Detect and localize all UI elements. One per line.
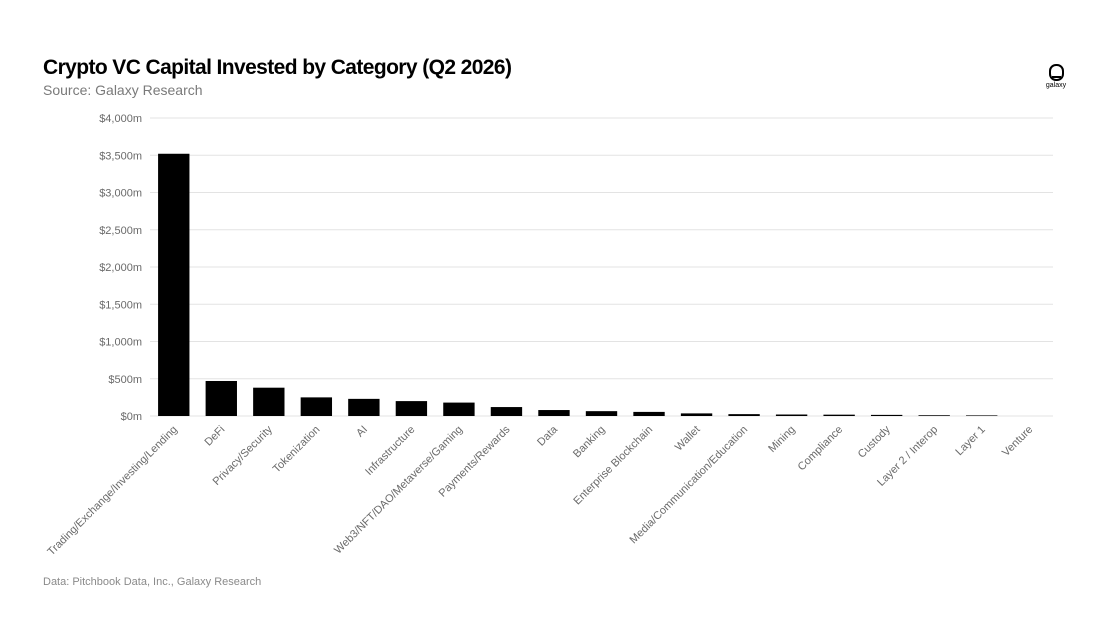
- x-tick-label: AI: [354, 424, 370, 440]
- x-tick-label: Banking: [571, 424, 608, 461]
- x-tick-label: Custody: [856, 423, 893, 460]
- bar: [680, 413, 713, 416]
- y-tick-label: $3,000m: [99, 188, 142, 200]
- bar: [966, 415, 998, 416]
- x-tick-label: Data: [535, 423, 561, 449]
- bar: [443, 402, 475, 416]
- y-tick-label: $4,000m: [99, 113, 142, 125]
- bar: [253, 387, 285, 416]
- x-tick-label: Wallet: [673, 424, 703, 454]
- x-tick-label: Layer 1: [953, 424, 987, 458]
- bar: [158, 153, 190, 416]
- y-tick-label: $3,500m: [99, 150, 142, 162]
- y-tick-label: $1,000m: [99, 337, 142, 349]
- y-tick-label: $500m: [108, 374, 142, 386]
- bar: [300, 397, 333, 416]
- data-source-note: Data: Pitchbook Data, Inc., Galaxy Resea…: [43, 576, 262, 588]
- x-tick-label: DeFi: [202, 424, 227, 449]
- bar: [775, 414, 808, 416]
- x-tick-label: Tokenization: [271, 424, 323, 476]
- chart-title: Crypto VC Capital Invested by Category (…: [43, 56, 512, 79]
- y-tick-label: $1,500m: [99, 299, 142, 311]
- logo-text: galaxy: [1045, 82, 1067, 89]
- x-tick-label: Enterprise Blockchain: [571, 424, 655, 508]
- y-tick-label: $2,000m: [99, 262, 142, 274]
- galaxy-logo: galaxy: [1040, 64, 1072, 89]
- bar: [348, 398, 380, 416]
- bar: [395, 401, 428, 416]
- bar: [585, 411, 618, 416]
- galaxy-logo-icon: [1048, 64, 1064, 81]
- bar: [538, 410, 570, 416]
- y-tick-label: $2,500m: [99, 225, 142, 237]
- y-tick-label: $0m: [121, 411, 142, 423]
- bar: [205, 380, 237, 416]
- chart-subtitle: Source: Galaxy Research: [43, 82, 203, 98]
- x-tick-label: Trading/Exchange/Investing/Lending: [45, 424, 179, 558]
- x-tick-label: Compliance: [796, 424, 846, 474]
- bar: [823, 414, 855, 416]
- bar: [490, 407, 523, 416]
- x-tick-label: Venture: [1000, 424, 1035, 459]
- bar: [633, 411, 665, 416]
- bar: [870, 414, 903, 416]
- x-tick-label: Mining: [766, 424, 797, 455]
- bar: [918, 415, 950, 416]
- bar: [728, 414, 760, 416]
